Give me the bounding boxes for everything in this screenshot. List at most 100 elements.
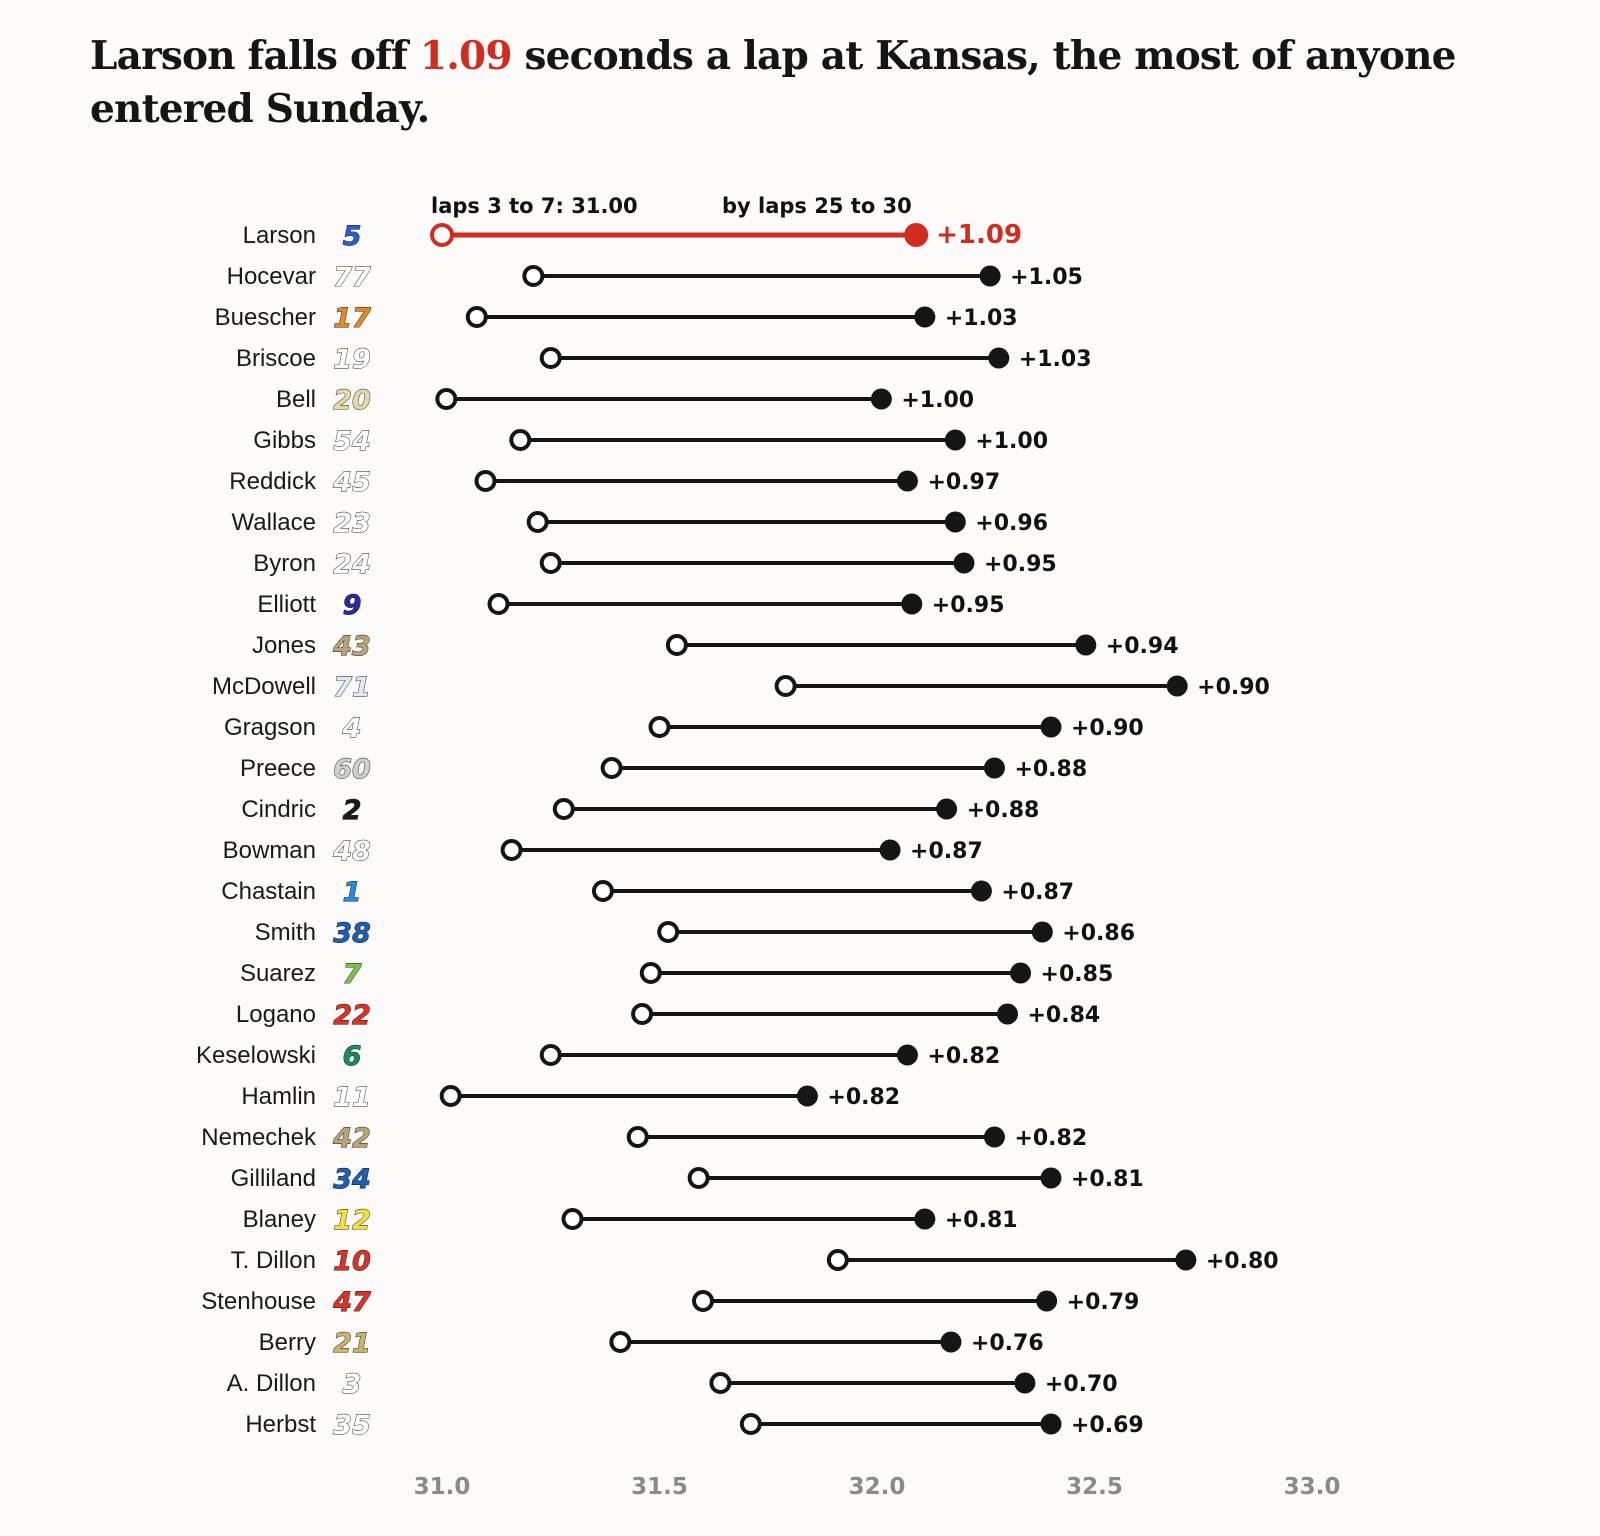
start-marker xyxy=(487,593,510,615)
start-marker xyxy=(739,1413,762,1435)
end-marker xyxy=(796,1085,818,1107)
x-tick-label: 31.0 xyxy=(414,1474,471,1500)
end-marker xyxy=(896,1044,918,1066)
car-number-icon: 38 xyxy=(333,918,371,949)
change-label: +0.95 xyxy=(932,593,1005,618)
title-text-after: seconds a lap at Kansas, the most of any… xyxy=(90,33,1457,132)
change-label: +0.87 xyxy=(1001,880,1074,905)
car-number-icon: 5 xyxy=(343,221,362,252)
car-number-icon: 77 xyxy=(333,262,371,293)
driver-row: Briscoe 19 +1.03 xyxy=(236,344,1092,376)
start-marker xyxy=(539,1044,562,1066)
car-number-icon: 11 xyxy=(333,1082,371,1113)
end-marker xyxy=(896,470,918,492)
driver-row: Blaney 12 +0.81 xyxy=(243,1205,1018,1237)
driver-row: Berry 21 +0.76 xyxy=(259,1328,1044,1360)
driver-name: Berry xyxy=(259,1329,316,1356)
driver-name: Gibbs xyxy=(253,427,316,454)
driver-name: Blaney xyxy=(243,1206,316,1233)
driver-name: Gragson xyxy=(224,714,316,741)
x-tick-label: 31.5 xyxy=(631,1474,688,1500)
end-marker xyxy=(1031,921,1053,943)
driver-name: Elliott xyxy=(257,591,316,618)
driver-name: Nemechek xyxy=(201,1124,317,1151)
driver-row: Elliott 9 +0.95 xyxy=(257,590,1005,622)
driver-name: Suarez xyxy=(240,960,316,987)
car-number-icon: 21 xyxy=(333,1328,371,1359)
end-marker xyxy=(1166,675,1188,697)
start-marker xyxy=(687,1167,710,1189)
driver-name: Wallace xyxy=(232,509,316,536)
start-annotation: laps 3 to 7: 31.00 xyxy=(431,194,638,218)
start-marker xyxy=(774,675,797,697)
driver-name: T. Dillon xyxy=(231,1247,316,1274)
change-label: +0.88 xyxy=(967,798,1040,823)
change-label: +0.76 xyxy=(971,1331,1044,1356)
start-marker xyxy=(600,757,623,779)
end-marker xyxy=(870,388,892,410)
end-marker xyxy=(1040,1167,1062,1189)
driver-name: Stenhouse xyxy=(201,1288,316,1315)
driver-name: Jones xyxy=(252,632,316,659)
change-label: +0.95 xyxy=(984,552,1057,577)
car-number-icon: 17 xyxy=(333,303,371,334)
driver-name: Hocevar xyxy=(227,263,316,290)
end-marker xyxy=(879,839,901,861)
change-label: +0.96 xyxy=(975,511,1048,536)
driver-name: Cindric xyxy=(241,796,316,823)
end-marker xyxy=(901,593,923,615)
change-label: +1.03 xyxy=(1019,347,1092,372)
driver-row: Keselowski 6 +0.82 xyxy=(196,1041,1000,1073)
driver-row: Gibbs 54 +1.00 xyxy=(253,426,1048,458)
driver-name: Keselowski xyxy=(196,1042,316,1069)
end-marker xyxy=(904,223,929,247)
x-tick-label: 33.0 xyxy=(1284,1474,1341,1500)
driver-row: Wallace 23 +0.96 xyxy=(232,508,1048,540)
end-marker xyxy=(979,265,1001,287)
start-marker xyxy=(509,429,532,451)
end-marker xyxy=(953,552,975,574)
end-marker xyxy=(983,757,1005,779)
driver-row: Hocevar 77 +1.05 xyxy=(227,262,1083,294)
start-marker xyxy=(609,1331,632,1353)
car-number-icon: 3 xyxy=(343,1369,362,1400)
end-marker xyxy=(940,1331,962,1353)
end-marker xyxy=(944,429,966,451)
start-marker xyxy=(430,223,454,247)
car-number-icon: 1 xyxy=(343,877,362,908)
change-label: +0.87 xyxy=(910,839,983,864)
driver-row: Suarez 7 +0.85 xyxy=(240,959,1113,991)
start-marker xyxy=(709,1372,732,1394)
car-number-icon: 48 xyxy=(332,836,371,867)
x-axis: 31.0 31.5 32.0 32.5 33.0 xyxy=(414,1474,1341,1500)
end-annotation: by laps 25 to 30 xyxy=(722,194,912,218)
change-label: +0.82 xyxy=(1014,1126,1087,1151)
change-label: +0.70 xyxy=(1045,1372,1118,1397)
driver-name: Byron xyxy=(253,550,316,577)
title-highlight-value: 1.09 xyxy=(419,33,513,79)
driver-row: Gilliland 34 +0.81 xyxy=(231,1164,1144,1196)
driver-name: Logano xyxy=(236,1001,316,1028)
driver-name: Larson xyxy=(243,222,316,249)
x-tick-label: 32.5 xyxy=(1066,1474,1123,1500)
end-marker xyxy=(988,347,1010,369)
driver-name: Gilliland xyxy=(231,1165,316,1192)
driver-name: Preece xyxy=(240,755,316,782)
car-number-icon: 24 xyxy=(333,549,371,580)
end-marker xyxy=(1175,1249,1197,1271)
car-number-icon: 23 xyxy=(333,508,371,539)
driver-name: Reddick xyxy=(229,468,317,495)
change-label: +0.94 xyxy=(1106,634,1179,659)
change-label: +1.05 xyxy=(1010,265,1083,290)
car-number-icon: 35 xyxy=(333,1410,371,1441)
driver-row: Hamlin 11 +0.82 xyxy=(241,1082,900,1114)
car-number-icon: 42 xyxy=(332,1123,371,1154)
start-marker xyxy=(552,798,575,820)
car-number-icon: 6 xyxy=(343,1041,362,1072)
driver-row: Nemechek 42 +0.82 xyxy=(201,1123,1087,1155)
driver-row: Buescher 17 +1.03 xyxy=(215,303,1018,335)
end-marker xyxy=(914,306,936,328)
driver-name: Chastain xyxy=(221,878,316,905)
